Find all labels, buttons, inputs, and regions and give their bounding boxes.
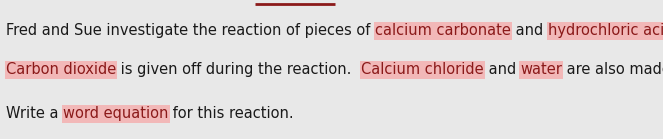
Text: for this reaction.: for this reaction. [168, 106, 294, 121]
Text: Fred and Sue investigate the reaction of pieces of: Fred and Sue investigate the reaction of… [6, 23, 375, 38]
FancyBboxPatch shape [5, 60, 117, 79]
Text: is given off during the reaction.: is given off during the reaction. [116, 62, 361, 77]
Text: Calcium chloride: Calcium chloride [361, 62, 483, 77]
Text: word equation: word equation [63, 106, 168, 121]
Text: Carbon dioxide: Carbon dioxide [6, 62, 116, 77]
Text: hydrochloric acid: hydrochloric acid [548, 23, 663, 38]
Text: are also made.: are also made. [562, 62, 663, 77]
Text: water: water [520, 62, 562, 77]
FancyBboxPatch shape [62, 105, 170, 123]
FancyBboxPatch shape [519, 60, 564, 79]
Text: calcium carbonate: calcium carbonate [375, 23, 511, 38]
FancyBboxPatch shape [374, 22, 512, 40]
Text: Write a: Write a [6, 106, 63, 121]
FancyBboxPatch shape [547, 22, 663, 40]
FancyBboxPatch shape [360, 60, 485, 79]
Text: and: and [483, 62, 520, 77]
Text: and: and [511, 23, 548, 38]
